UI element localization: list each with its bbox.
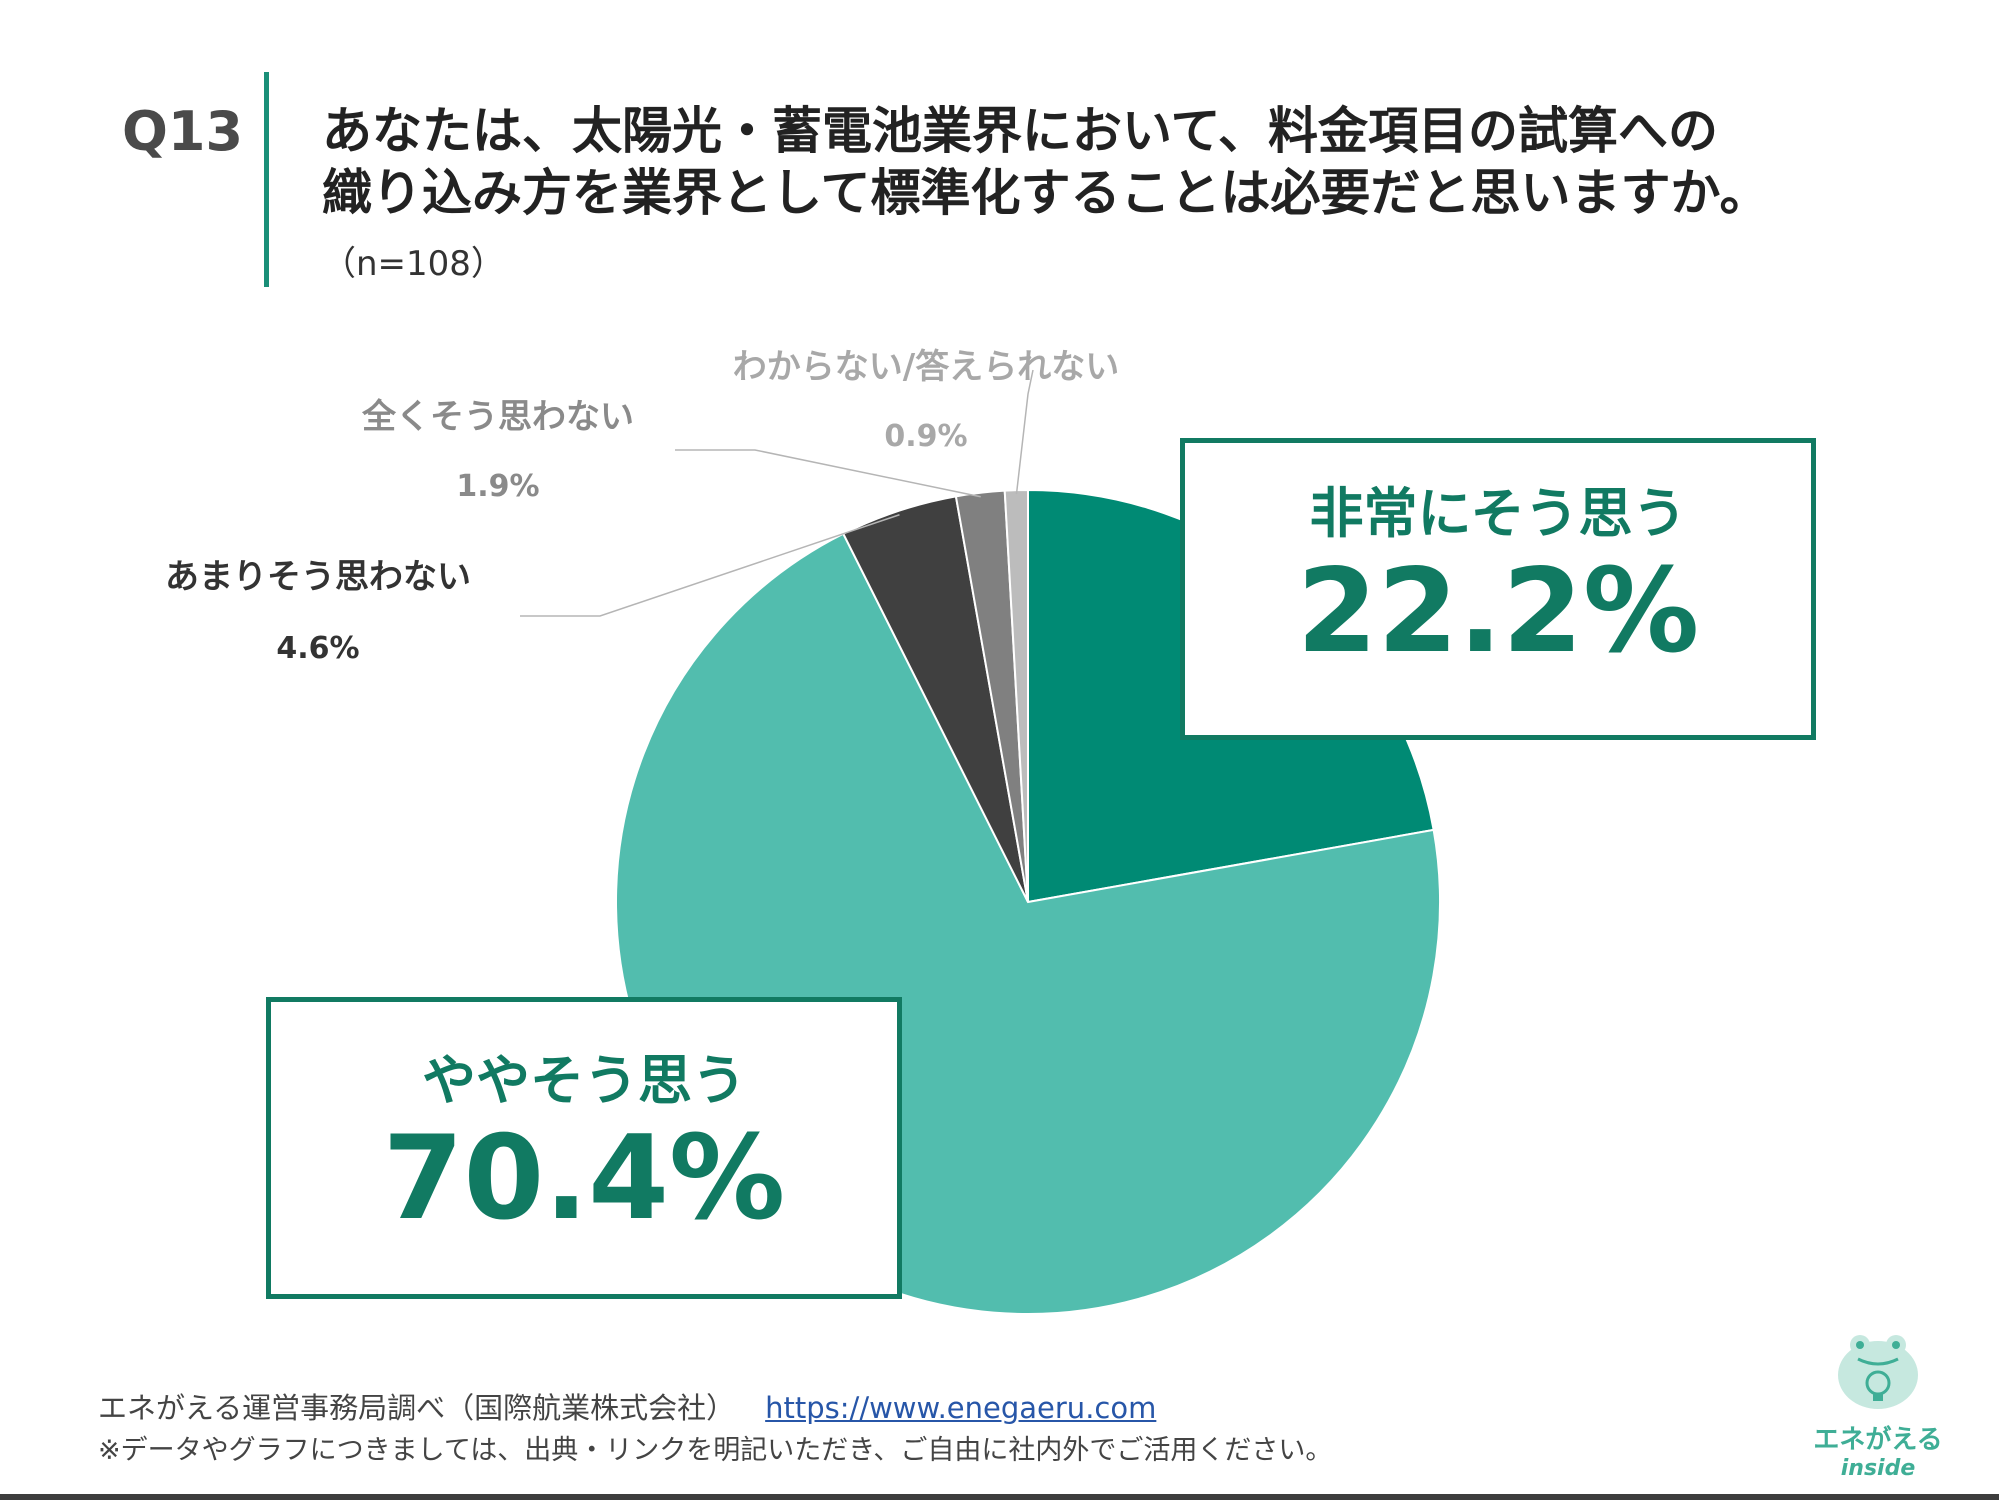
leader-line-2 [520, 514, 900, 617]
bottom-rule [0, 1494, 1999, 1500]
question-number: Q13 [122, 100, 244, 163]
callout-very-much-label: 非常にそう思う [1309, 482, 1687, 545]
callout-somewhat: ややそう思う 70.4% [266, 997, 902, 1299]
source-text: エネがえる運営事務局調べ（国際航業株式会社） [98, 1391, 736, 1425]
sample-size: （n=108） [322, 244, 505, 284]
slice-label-3: 全くそう思わない [361, 397, 634, 437]
slice-label-4: わからない/答えられない [733, 347, 1119, 387]
usage-note: ※データやグラフにつきましては、出典・リンクを明記いただき、ご自由に社内外でご活… [98, 1435, 1333, 1466]
callout-somewhat-value: 70.4% [382, 1111, 786, 1246]
title-accent-bar [264, 72, 269, 287]
leader-line-4 [1015, 369, 1034, 495]
slice-value-2: 4.6% [276, 631, 359, 666]
callout-very-much: 非常にそう思う 22.2% [1180, 438, 1816, 740]
logo-text: エネがえる [1813, 1425, 1943, 1455]
slice-label-2: あまりそう思わない [165, 557, 471, 597]
callout-somewhat-label: ややそう思う [422, 1049, 746, 1112]
source-line: エネがえる運営事務局調べ（国際航業株式会社） https://www.enegae… [98, 1385, 1156, 1427]
question-title-line2: 織り込み方を業界として標準化することは必要だと思いますか。 [322, 164, 1770, 222]
question-title-line1: あなたは、太陽光・蓄電池業界において、料金項目の試算への [322, 102, 1718, 160]
question-title: あなたは、太陽光・蓄電池業界において、料金項目の試算への 織り込み方を業界として… [322, 100, 1882, 224]
logo-subtext: inside [1840, 1456, 1916, 1481]
source-link[interactable]: https://www.enegaeru.com [765, 1391, 1157, 1425]
callout-very-much-value: 22.2% [1296, 544, 1700, 679]
frog-bulb-icon [1838, 1335, 1918, 1409]
slice-value-3: 1.9% [456, 469, 539, 504]
slice-value-4: 0.9% [884, 419, 967, 454]
brand-logo: エネがえる inside [1808, 1325, 1948, 1481]
leader-line-3 [675, 449, 981, 498]
